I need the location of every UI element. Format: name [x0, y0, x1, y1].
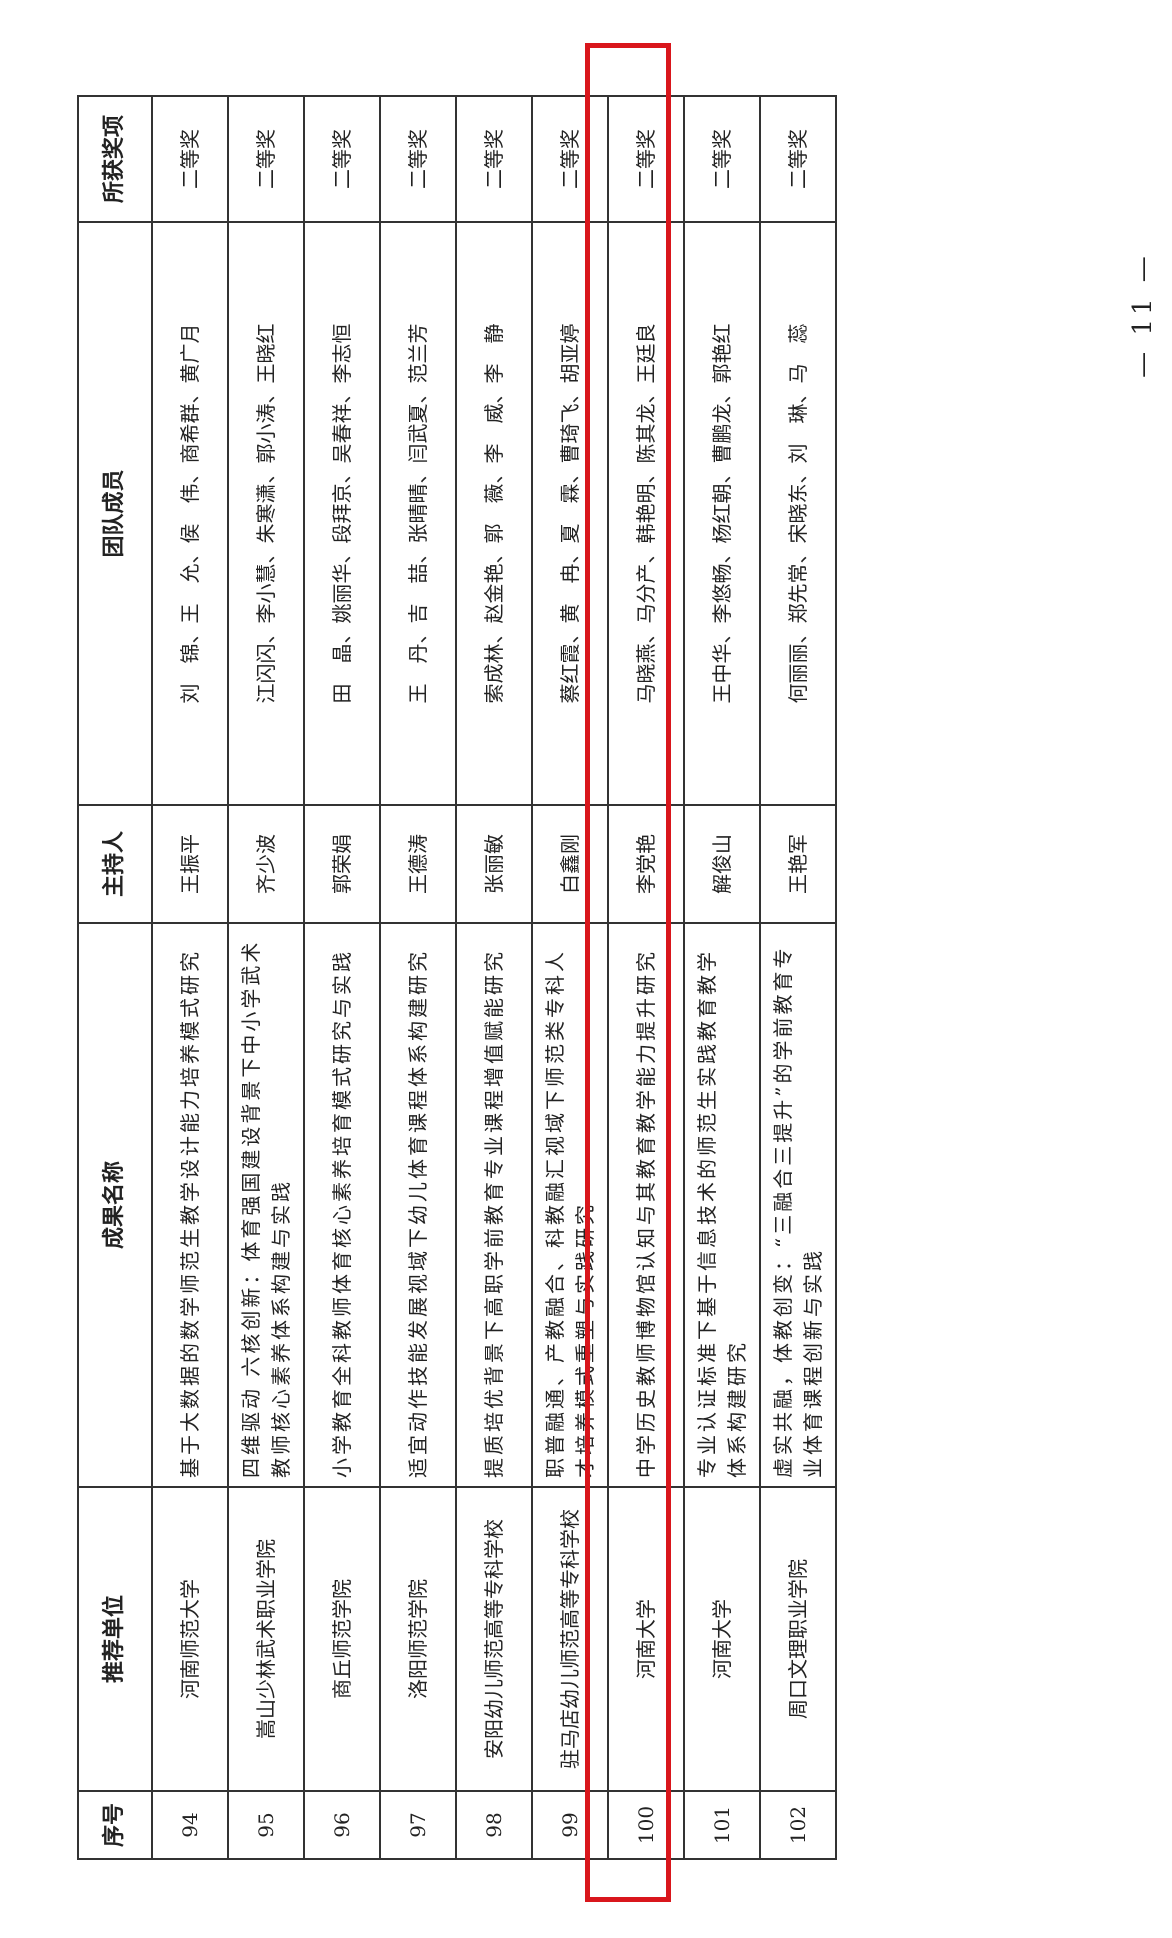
header-title: 成果名称 [78, 923, 152, 1487]
header-no: 序号 [78, 1791, 152, 1859]
team-members: 何丽丽、郑先常、宋晓东、刘 琳、马 蕊 [760, 222, 836, 805]
team-members: 田 晶、姚丽华、段拜京、吴春祥、李志恒 [304, 222, 380, 805]
recommending-unit: 河南大学 [684, 1487, 760, 1791]
row-number: 101 [684, 1791, 760, 1859]
header-host: 主持人 [78, 805, 152, 923]
host-name: 齐少波 [228, 805, 304, 923]
table-row: 96 商丘师范学院 小学教育全科教师体育核心素养培育模式研究与实践 郭荣娟田 晶、姚丽… [304, 96, 380, 1859]
award-level: 二等奖 [684, 96, 760, 222]
host-name: 王振平 [152, 805, 228, 923]
table-row: 94 河南师范大学 基于大数据的数学师范生教学设计能力培养模式研究 王振平刘 锦、王 … [152, 96, 228, 1859]
row-number: 96 [304, 1791, 380, 1859]
recommending-unit: 安阳幼儿师范高等专科学校 [456, 1487, 532, 1791]
host-name: 解俊山 [684, 805, 760, 923]
row-number: 95 [228, 1791, 304, 1859]
recommending-unit: 商丘师范学院 [304, 1487, 380, 1791]
header-unit: 推荐单位 [78, 1487, 152, 1791]
host-name: 王艳军 [760, 805, 836, 923]
achievement-title: 基于大数据的数学师范生教学设计能力培养模式研究 [152, 923, 228, 1487]
team-members: 刘 锦、王 允、侯 伟、商希群、黄广月 [152, 222, 228, 805]
row-number: 94 [152, 1791, 228, 1859]
team-members: 索成林、赵金艳、郭 薇、李 威、李 静 [456, 222, 532, 805]
award-level: 二等奖 [380, 96, 456, 222]
team-members: 王中华、李悠畅、杨红朝、曹鹏龙、郭艳红 [684, 222, 760, 805]
achievement-title: 专业认证标准下基于信息技术的师范生实践教育教学体系构建研究 [684, 923, 760, 1487]
award-level: 二等奖 [228, 96, 304, 222]
achievement-title: 提质培优背景下高职学前教育专业课程增值赋能研究 [456, 923, 532, 1487]
row-number: 102 [760, 1791, 836, 1859]
table-row: 101 河南大学 专业认证标准下基于信息技术的师范生实践教育教学体系构建研究 解俊山王… [684, 96, 760, 1859]
host-name: 郭荣娟 [304, 805, 380, 923]
table-row: 102 周口文理职业学院 虚实共融，体教创变：“三融合三提升”的学前教育专业体育课程… [760, 96, 836, 1859]
awards-table: 序号 推荐单位 成果名称 主持人 团队成员 所获奖项 94 河南师范大学 基于大数据… [77, 95, 837, 1860]
table-row: 95 嵩山少林武术职业学院 四维驱动 六核创新：体育强国建设背景下中小学武术教师核心… [228, 96, 304, 1859]
awards-table-rotated: 序号 推荐单位 成果名称 主持人 团队成员 所获奖项 94 河南师范大学 基于大数据… [77, 96, 836, 1860]
recommending-unit: 河南师范大学 [152, 1487, 228, 1791]
recommending-unit: 洛阳师范学院 [380, 1487, 456, 1791]
header-award: 所获奖项 [78, 96, 152, 222]
award-level: 二等奖 [456, 96, 532, 222]
achievement-title: 四维驱动 六核创新：体育强国建设背景下中小学武术教师核心素养体系构建与实践 [228, 923, 304, 1487]
header-members: 团队成员 [78, 222, 152, 805]
team-members: 江闪闪、李小慧、朱寒潇、郭小涛、王晓红 [228, 222, 304, 805]
host-name: 王德涛 [380, 805, 456, 923]
table-row: 97 洛阳师范学院 适宜动作技能发展视域下幼儿体育课程体系构建研究 王德涛王 丹、吉 … [380, 96, 456, 1859]
row-number: 97 [380, 1791, 456, 1859]
award-level: 二等奖 [760, 96, 836, 222]
page-number: — 11 — [1127, 252, 1158, 378]
achievement-title: 虚实共融，体教创变：“三融合三提升”的学前教育专业体育课程创新与实践 [760, 923, 836, 1487]
highlight-box-row-100 [585, 43, 671, 1902]
achievement-title: 小学教育全科教师体育核心素养培育模式研究与实践 [304, 923, 380, 1487]
award-level: 二等奖 [304, 96, 380, 222]
header-row: 序号 推荐单位 成果名称 主持人 团队成员 所获奖项 [78, 96, 152, 1859]
host-name: 张丽敏 [456, 805, 532, 923]
achievement-title: 适宜动作技能发展视域下幼儿体育课程体系构建研究 [380, 923, 456, 1487]
recommending-unit: 嵩山少林武术职业学院 [228, 1487, 304, 1791]
row-number: 98 [456, 1791, 532, 1859]
table-row: 98 安阳幼儿师范高等专科学校 提质培优背景下高职学前教育专业课程增值赋能研究 张丽敏… [456, 96, 532, 1859]
team-members: 王 丹、吉 喆、张晴晴、闫武夏、范兰芳 [380, 222, 456, 805]
recommending-unit: 周口文理职业学院 [760, 1487, 836, 1791]
award-level: 二等奖 [152, 96, 228, 222]
